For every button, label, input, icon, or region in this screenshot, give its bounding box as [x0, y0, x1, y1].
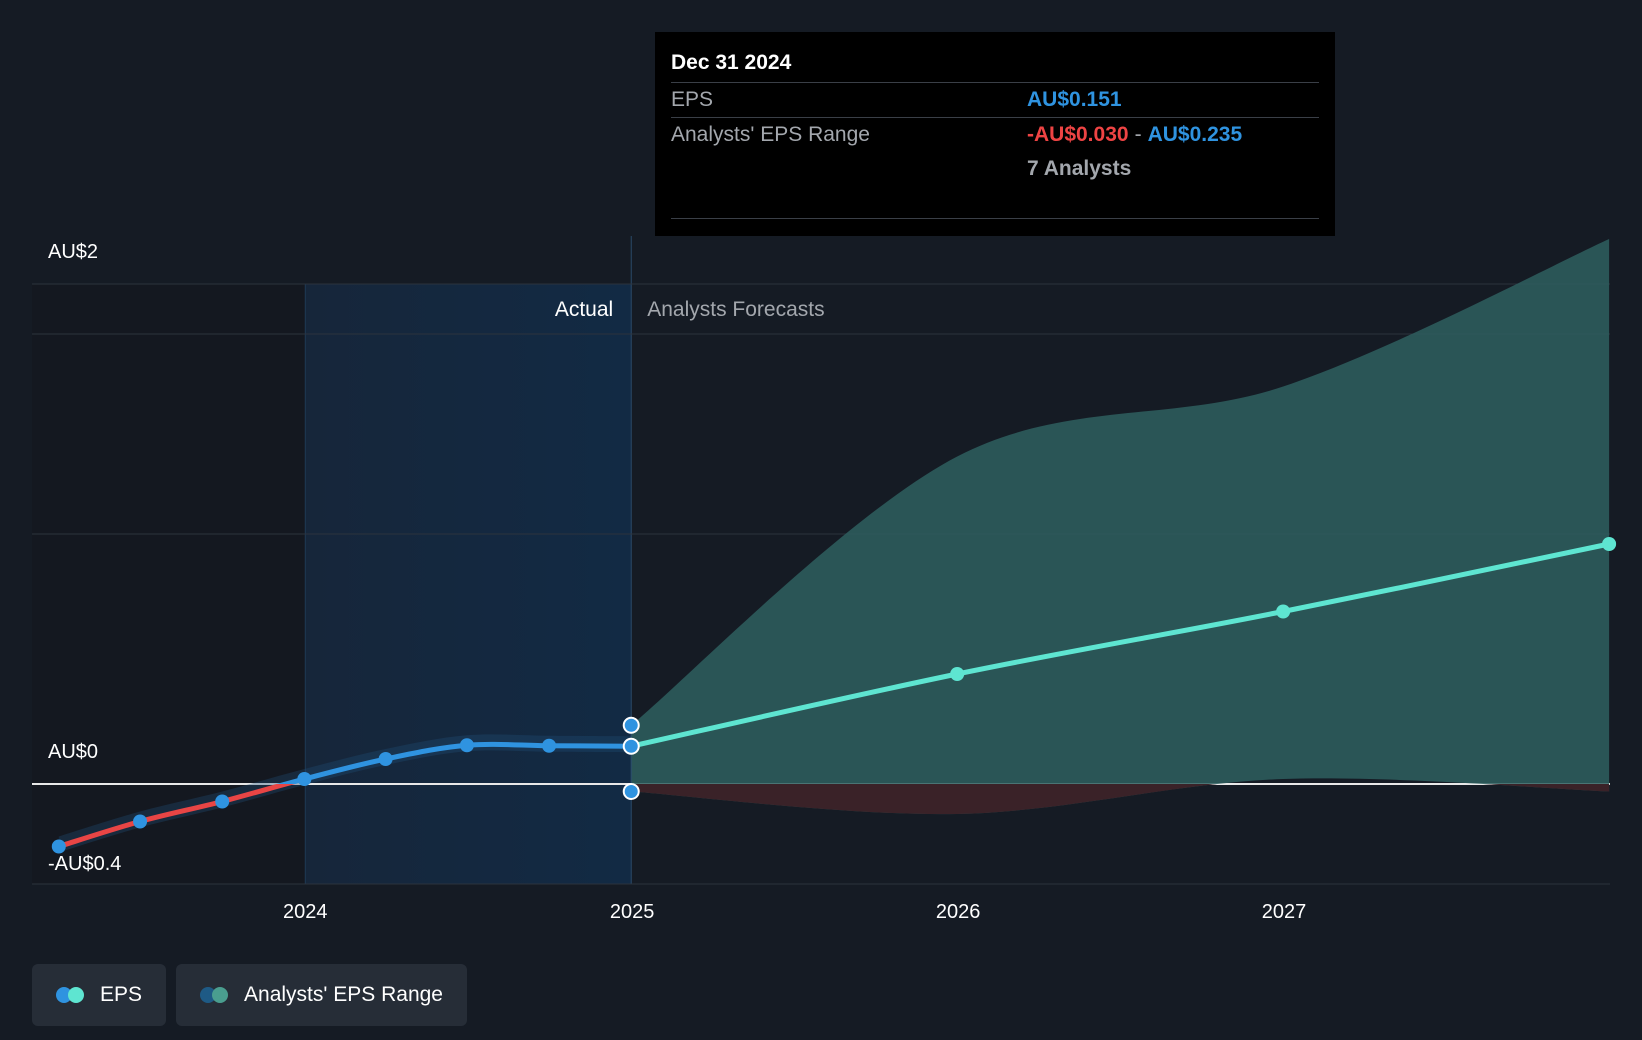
legend-eps-label: EPS [100, 983, 143, 1006]
actual-region-background [305, 284, 632, 884]
forecast-region-label: Analysts Forecasts [647, 298, 824, 321]
actual-region-label: Actual [555, 298, 613, 321]
tooltip-eps-row: EPS AU$0.151 [671, 82, 1319, 117]
chart-tooltip: Dec 31 2024 EPS AU$0.151 Analysts' EPS R… [655, 32, 1335, 236]
eps-actual-point [542, 738, 557, 753]
y-tick-label: AU$2 [48, 241, 98, 263]
eps-hover-marker [622, 737, 640, 755]
eps-actual-point [378, 752, 393, 766]
tooltip-analysts-row: 7 Analysts [671, 152, 1319, 186]
tooltip-range-high: AU$0.235 [1147, 123, 1243, 146]
eps-forecast-line [628, 541, 1612, 749]
eps-actual-point [297, 772, 312, 786]
x-tick-label: 2027 [1262, 901, 1307, 923]
y-tick-label: AU$0 [48, 741, 98, 763]
legend-eps-swatch-icon [56, 987, 86, 1003]
eps-actual-negative-line [56, 784, 296, 849]
x-tick-label: 2025 [610, 901, 655, 923]
tooltip-range-label: Analysts' EPS Range [671, 123, 870, 146]
eps-actual-line [276, 741, 634, 784]
tooltip-divider [671, 218, 1319, 219]
eps-actual-point [51, 839, 66, 854]
x-tick-label: 2026 [936, 901, 981, 923]
eps-forecast-point [1276, 604, 1291, 619]
tooltip-analysts-count: 7 Analysts [1027, 157, 1132, 180]
tooltip-range-row: Analysts' EPS Range -AU$0.030 - AU$0.235 [671, 117, 1319, 152]
tooltip-range-low: -AU$0.030 [1027, 123, 1129, 146]
legend-range-label: Analysts' EPS Range [244, 983, 443, 1006]
eps-actual-point [215, 794, 230, 809]
eps-forecast-point [1602, 537, 1617, 551]
legend-item-eps[interactable]: EPS [32, 964, 167, 1026]
analysts-eps-range-negative-area [631, 784, 1610, 815]
tooltip-eps-label: EPS [671, 88, 714, 111]
chart-legend: EPS Analysts' EPS Range [32, 964, 467, 1026]
legend-item-range[interactable]: Analysts' EPS Range [176, 964, 467, 1026]
eps-actual-point [133, 814, 148, 829]
tooltip-date: Dec 31 2024 [671, 51, 792, 74]
range-high-marker [622, 716, 640, 734]
tooltip-range-separator: - [1134, 123, 1142, 146]
analysts-eps-range-area [631, 239, 1610, 815]
y-tick-label: -AU$0.4 [48, 853, 121, 875]
eps-forecast-point [950, 667, 965, 681]
tooltip-eps-value: AU$0.151 [1027, 88, 1122, 111]
x-tick-label: 2024 [283, 901, 328, 923]
eps-actual-point [459, 738, 474, 753]
legend-range-swatch-icon [200, 987, 230, 1003]
range-low-marker [622, 783, 640, 800]
